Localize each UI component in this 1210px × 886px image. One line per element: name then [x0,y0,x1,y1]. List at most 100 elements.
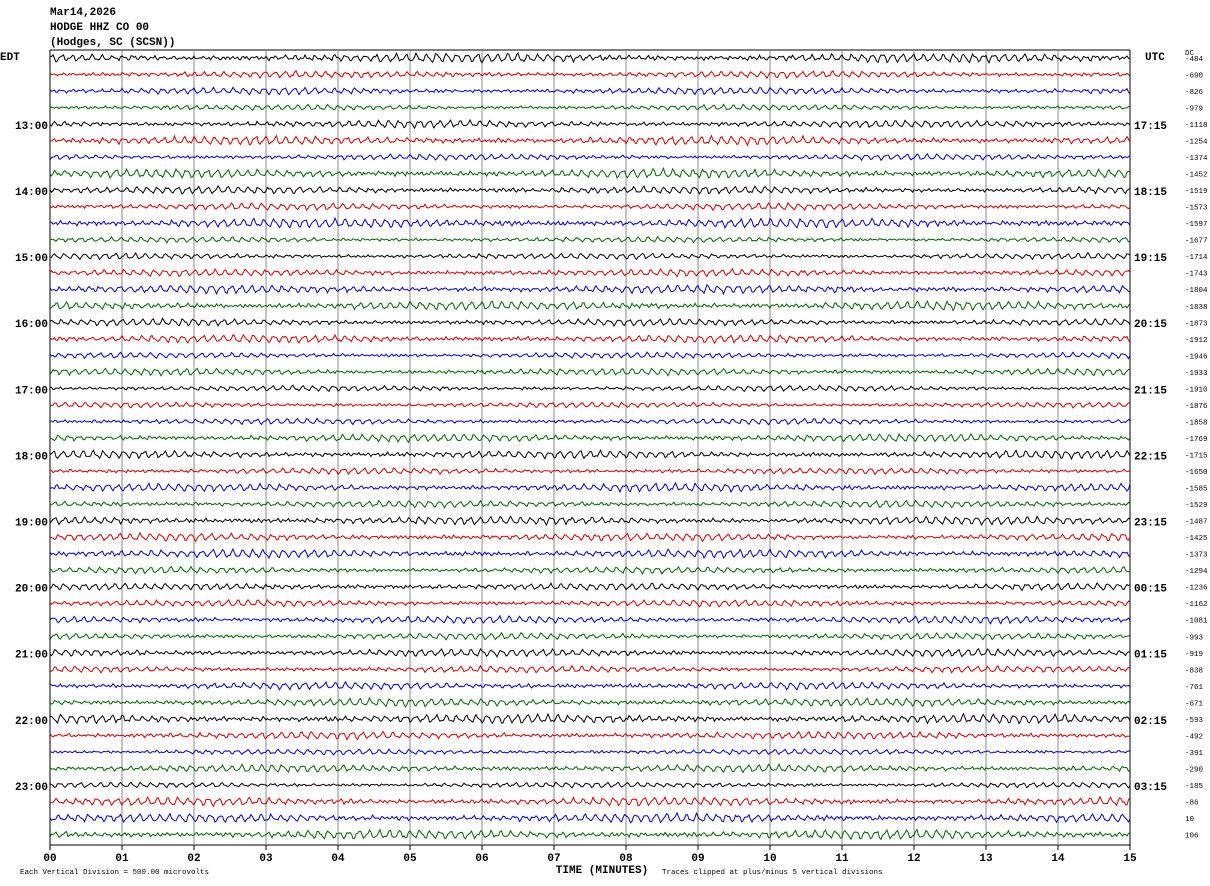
dc-offset: -1715 [1185,452,1208,460]
edt-time-label: 14:00 [15,187,48,199]
utc-time-label: 18:15 [1134,187,1167,199]
seismic-trace [49,103,1131,112]
utc-time-label: 21:15 [1134,385,1167,397]
seismic-trace [49,251,1131,261]
x-tick-label: 12 [907,853,920,865]
seismic-trace [49,317,1131,328]
x-tick-label: 09 [691,853,704,865]
dc-offset: -1254 [1185,139,1208,147]
seismic-trace [49,565,1131,575]
seismic-trace [49,216,1131,230]
x-tick-label: 02 [187,853,200,865]
seismic-trace [49,712,1131,725]
dc-offset: -1425 [1185,535,1208,543]
x-tick-label: 14 [1051,853,1065,865]
edt-time-label: 21:00 [15,650,48,662]
x-tick-label: 04 [331,853,345,865]
edt-time-label: 23:00 [15,782,48,794]
seismic-trace [49,299,1131,312]
seismic-trace [49,284,1131,296]
seismic-trace [49,747,1131,756]
dc-offset: -1858 [1185,419,1208,427]
edt-time-label: 20:00 [15,584,48,596]
edt-time-label: 17:00 [15,385,48,397]
seismic-trace [49,432,1131,444]
utc-time-label: 23:15 [1134,518,1167,530]
seismic-trace [49,730,1131,741]
seismic-trace [49,367,1131,377]
edt-time-label: 16:00 [15,319,48,331]
dc-offset: -185 [1185,783,1204,791]
dc-offset: -1118 [1185,122,1208,130]
seismic-trace [49,51,1131,65]
seismic-trace [49,811,1131,824]
dc-offset: -1946 [1185,353,1208,361]
seismic-trace [49,152,1131,162]
dc-offset: -1838 [1185,304,1208,312]
x-tick-label: 05 [403,853,417,865]
dc-offset: -1714 [1185,254,1208,262]
dc-offset: -290 [1185,766,1204,774]
footnote-scale: Each Vertical Division = 500.00 microvol… [20,869,209,877]
left-zone: EDT [0,52,20,64]
edt-time-label: 22:00 [15,716,48,728]
dc-offset: -1597 [1185,221,1208,229]
seismic-trace [49,69,1131,80]
edt-time-label: 19:00 [15,518,48,530]
dc-offset: -1743 [1185,271,1208,279]
utc-time-label: 19:15 [1134,253,1167,265]
dc-offset: -86 [1185,800,1199,808]
seismic-trace [49,267,1131,278]
dc-offset: -1294 [1185,568,1208,576]
x-tick-label: 00 [43,853,56,865]
dc-offset: -1933 [1185,370,1208,378]
dc-offset: -1236 [1185,585,1208,593]
seismic-trace [49,401,1131,409]
seismic-trace [49,664,1131,674]
seismic-trace [49,647,1131,658]
seismic-trace [49,235,1131,244]
seismic-trace [49,466,1131,476]
dc-offset: 10 [1185,816,1195,824]
seismic-trace [49,828,1131,841]
utc-time-label: 00:15 [1134,584,1167,596]
dc-offset: -593 [1185,717,1204,725]
seismic-trace [49,762,1131,774]
utc-time-label: 02:15 [1134,716,1167,728]
seismic-trace [49,631,1131,641]
dc-offset: -993 [1185,634,1204,642]
header-station: HODGE HHZ CO 00 [50,22,149,34]
dc-offset: -1769 [1185,436,1208,444]
dc-offset: -1452 [1185,172,1208,180]
edt-time-label: 18:00 [15,451,48,463]
seismic-trace [49,201,1131,212]
utc-time-label: 20:15 [1134,319,1167,331]
seismic-trace [49,515,1131,527]
seismic-trace [49,134,1131,147]
x-tick-label: 15 [1123,853,1137,865]
dc-offset: -1910 [1185,386,1208,394]
seismic-trace [49,166,1131,180]
seismic-trace [50,384,1131,393]
dc-offset: -1373 [1185,552,1208,560]
seismic-trace [49,795,1131,808]
dc-offset: -671 [1185,700,1204,708]
dc-offset: -979 [1185,105,1203,113]
seismic-trace [49,184,1131,195]
dc-offset: 106 [1185,833,1199,841]
dc-offset: -1876 [1185,403,1208,411]
dc-offset: -1650 [1185,469,1208,477]
dc-offset: -1374 [1185,155,1208,163]
dc-offset: -1585 [1185,486,1208,494]
utc-time-label: 03:15 [1134,782,1167,794]
seismic-trace [49,680,1131,691]
utc-time-label: 17:15 [1134,121,1167,133]
seismic-trace [49,448,1131,461]
dc-offset: -492 [1185,733,1203,741]
dc-offset: -690 [1185,72,1204,80]
right-zone: UTC [1145,52,1165,64]
dc-offset: -1573 [1185,205,1208,213]
dc-offset: -391 [1185,750,1204,758]
